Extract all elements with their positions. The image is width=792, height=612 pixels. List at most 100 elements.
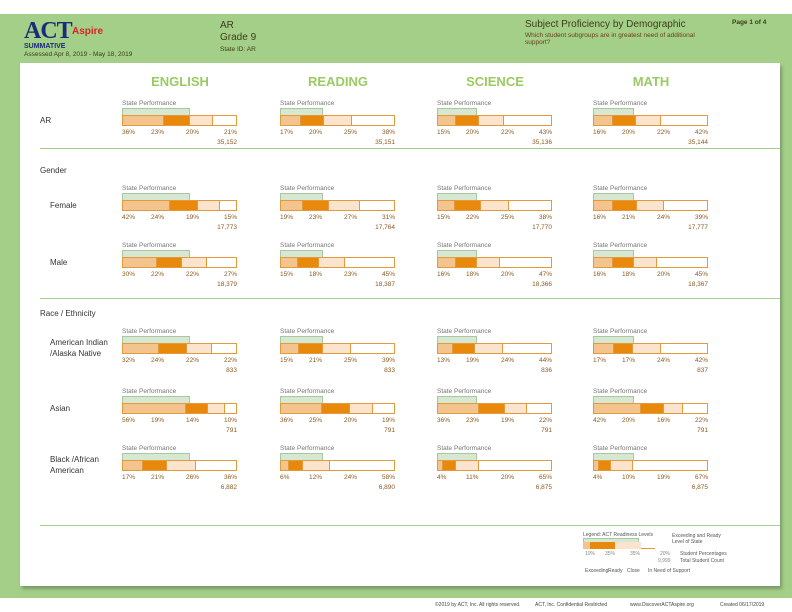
student-count: 17,764 [375,224,395,231]
state-name: AR [220,20,234,31]
proficiency-bar [593,115,708,126]
segment-close [207,404,224,413]
percent-close: 26% [186,474,200,481]
legend-count: 9,999 [658,558,671,564]
percent-need-support: 36% [223,474,237,481]
segment-close [635,201,664,210]
percent-close: 24% [501,357,515,364]
percent-close: 22% [186,357,200,364]
student-count: 18,387 [375,281,395,288]
footer-website[interactable]: www.DiscoverACTAspire.org [630,602,694,608]
segment-exceeding [438,116,455,125]
segment-exceeding [123,201,170,210]
percent-need-support: 65% [538,474,552,481]
percent-ready: 23% [309,214,323,221]
state-performance-bar [437,108,478,117]
percent-ready: 18% [309,271,323,278]
state-performance-bar [122,453,190,462]
segment-ready [158,344,186,353]
percent-exceeding: 17% [122,474,136,481]
percent-need-support: 15% [223,214,237,221]
student-count: 791 [697,427,708,434]
state-performance-label: State Performance [280,388,335,395]
segment-ready [477,404,504,413]
student-count: 17,777 [688,224,708,231]
state-performance-bar [593,108,635,117]
percent-close: 20% [344,417,358,424]
legend-pct: 10% [585,551,596,557]
segment-close [455,461,479,470]
segment-exceeding [281,116,300,125]
percent-need-support: 47% [538,271,552,278]
student-count: 35,144 [688,139,708,146]
percent-exceeding: 36% [437,417,451,424]
percent-exceeding: 15% [280,271,294,278]
segment-ready [611,258,633,267]
proficiency-bar [280,257,395,268]
report-question: Which student subgroups are in greatest … [525,32,695,46]
segment-need_support [525,404,551,413]
state-performance-label: State Performance [122,100,177,107]
segment-need_support [502,116,551,125]
proficiency-bar [593,200,708,211]
segment-need_support [508,201,551,210]
legend-total-count: Total Student Count [680,558,724,564]
state-performance-bar [280,108,323,117]
segment-ready [169,201,197,210]
student-count: 17,770 [532,224,552,231]
state-performance-bar [122,336,190,345]
state-performance-bar [122,108,190,117]
segment-close [317,258,344,267]
section-title: Gender [40,166,67,175]
state-performance-label: State Performance [122,242,177,249]
segment-close [634,116,660,125]
segment-need_support [681,404,707,413]
segment-ready [297,344,322,353]
segment-ready [611,116,635,125]
segment-exceeding [123,116,163,125]
student-count: 6,875 [691,484,708,491]
state-performance-bar [280,396,323,405]
segment-ready [454,116,478,125]
percent-close: 19% [657,474,671,481]
percent-exceeding: 16% [593,129,607,136]
row-label: Male [50,258,68,267]
percent-exceeding: 16% [437,271,451,278]
state-performance-label: State Performance [593,388,648,395]
segment-need_support [659,116,707,125]
proficiency-bar [280,460,395,471]
segment-need_support [498,258,551,267]
percent-ready: 11% [466,474,479,481]
percent-ready: 23% [466,417,480,424]
segment-exceeding [594,461,599,470]
segment-exceeding [438,404,478,413]
student-count: 833 [384,367,395,374]
segment-close [476,258,499,267]
state-performance-bar [593,193,635,202]
segment-need_support [478,461,551,470]
report-panel [20,63,780,586]
legend-pct: 20% [660,551,671,557]
state-performance-bar [122,193,190,202]
segment-need_support [632,461,707,470]
student-count: 837 [697,367,708,374]
percent-need-support: 22% [694,417,708,424]
segment-exceeding [123,258,156,267]
subject-header-english: ENGLISH [151,74,209,89]
segment-ready [141,461,166,470]
state-id: State ID: AR [220,46,256,53]
percent-exceeding: 16% [593,271,607,278]
percent-need-support: 43% [538,129,552,136]
percent-close: 20% [657,271,671,278]
percent-exceeding: 13% [437,357,451,364]
state-performance-label: State Performance [593,185,648,192]
percent-exceeding: 36% [122,129,136,136]
percent-close: 27% [344,214,358,221]
percent-need-support: 45% [381,271,395,278]
divider [40,525,780,526]
percent-ready: 22% [466,214,480,221]
segment-need_support [655,258,707,267]
legend-pct: 35% [605,551,616,557]
legend-state-bar [583,538,639,542]
segment-need_support [218,201,236,210]
